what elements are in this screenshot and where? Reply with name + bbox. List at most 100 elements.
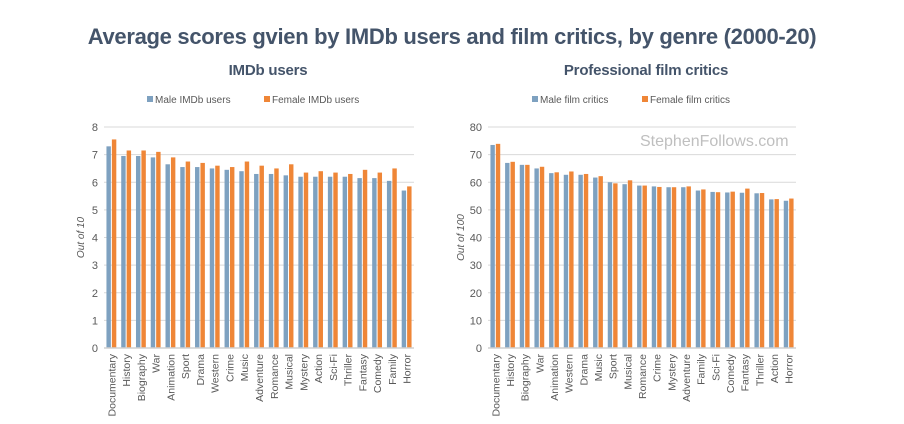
bar-female [377,172,383,348]
bar-male [519,164,525,348]
bar-female [583,173,589,348]
bar-female [774,199,779,348]
y-tick-label: 6 [92,177,98,189]
legend-label-male: Male film critics [540,95,608,106]
y-tick-label: 20 [470,288,482,300]
bar-male [165,164,170,348]
bar-female [715,192,721,348]
bar-male [695,190,701,348]
x-tick-label: Mystery [666,353,678,391]
bar-female [613,183,618,348]
x-tick-label: Fantasy [740,353,752,391]
bar-male [607,182,613,348]
x-tick-label: Adventure [681,354,693,402]
x-tick-label: Musical [622,354,634,390]
y-tick-label: 3 [92,260,98,272]
x-tick-label: History [505,353,517,386]
x-tick-label: Documentary [490,353,502,416]
chart-title-critics: Professional film critics [563,62,729,79]
x-tick-label: History [121,353,133,386]
bar-female [657,186,662,348]
bar-female [200,162,205,348]
legend-swatch-female [264,96,270,102]
x-tick-label: Family [387,353,399,385]
bar-male [106,146,111,348]
main-title: Average scores gvien by IMDb users and f… [87,24,817,49]
bar-female [554,172,559,348]
watermark: StephenFollows.com [640,133,789,150]
bar-female [274,168,279,348]
bar-male [622,184,627,348]
bar-male [283,175,289,348]
x-tick-label: Crime [224,354,236,382]
x-tick-label: Horror [402,354,414,384]
bar-male [563,174,569,348]
y-tick-label: 80 [470,122,482,134]
bar-male [298,176,303,348]
y-tick-label: 0 [92,343,98,355]
bar-female [303,172,309,348]
bar-female [789,198,794,348]
bar-male [549,173,554,348]
y-tick-label: 7 [92,150,98,162]
x-tick-label: Animation [165,354,177,401]
x-tick-label: Western [564,354,576,393]
legend-swatch-female [642,96,648,102]
bar-male [180,167,185,348]
y-tick-label: 50 [470,205,482,217]
y-tick-label: 1 [92,315,98,327]
bar-male [710,191,715,348]
bar-male [386,180,392,348]
y-tick-label: 40 [470,233,482,245]
bar-male [681,187,686,348]
bar-male [268,173,274,348]
bar-male [490,144,495,348]
bar-female [215,165,220,348]
bar-male [372,178,377,348]
bar-male [769,199,774,348]
bar-male [505,162,510,348]
bar-male [534,168,539,348]
bar-male [224,169,229,348]
legend-label-male: Male IMDb users [155,95,231,106]
bar-female [730,191,735,348]
y-axis-label: Out of 10 [76,216,87,258]
bar-male [357,178,362,348]
bar-female [407,186,412,348]
y-tick-label: 5 [92,205,98,217]
bar-male [195,167,200,348]
x-tick-label: Fantasy [357,353,369,391]
y-tick-label: 60 [470,177,482,189]
x-tick-label: Sci-Fi [328,354,340,381]
x-tick-label: Biography [520,353,532,401]
bar-male [651,186,657,348]
bar-female [539,166,545,348]
bar-male [637,185,642,348]
x-tick-label: Music [593,354,605,381]
bar-female [156,151,161,348]
y-tick-label: 70 [470,150,482,162]
bar-female [348,173,353,348]
bar-female [642,185,647,348]
x-tick-label: Comedy [725,353,737,393]
bar-male [239,171,244,348]
x-tick-label: War [151,353,163,372]
x-tick-label: Mystery [298,353,310,391]
legend-label-female: Female IMDb users [272,95,359,106]
bar-male [725,192,730,348]
x-tick-label: Music [239,354,251,381]
x-tick-label: Sport [608,354,620,379]
bar-female [289,164,294,348]
bar-female [318,171,323,348]
y-tick-label: 30 [470,260,482,272]
bar-female [392,168,397,348]
x-tick-label: Drama [578,354,590,386]
x-tick-label: Drama [195,354,207,386]
bar-male [593,177,598,348]
x-tick-label: Animation [549,354,561,401]
bar-female [510,161,515,348]
bar-female [759,193,765,348]
bar-male [401,190,407,348]
